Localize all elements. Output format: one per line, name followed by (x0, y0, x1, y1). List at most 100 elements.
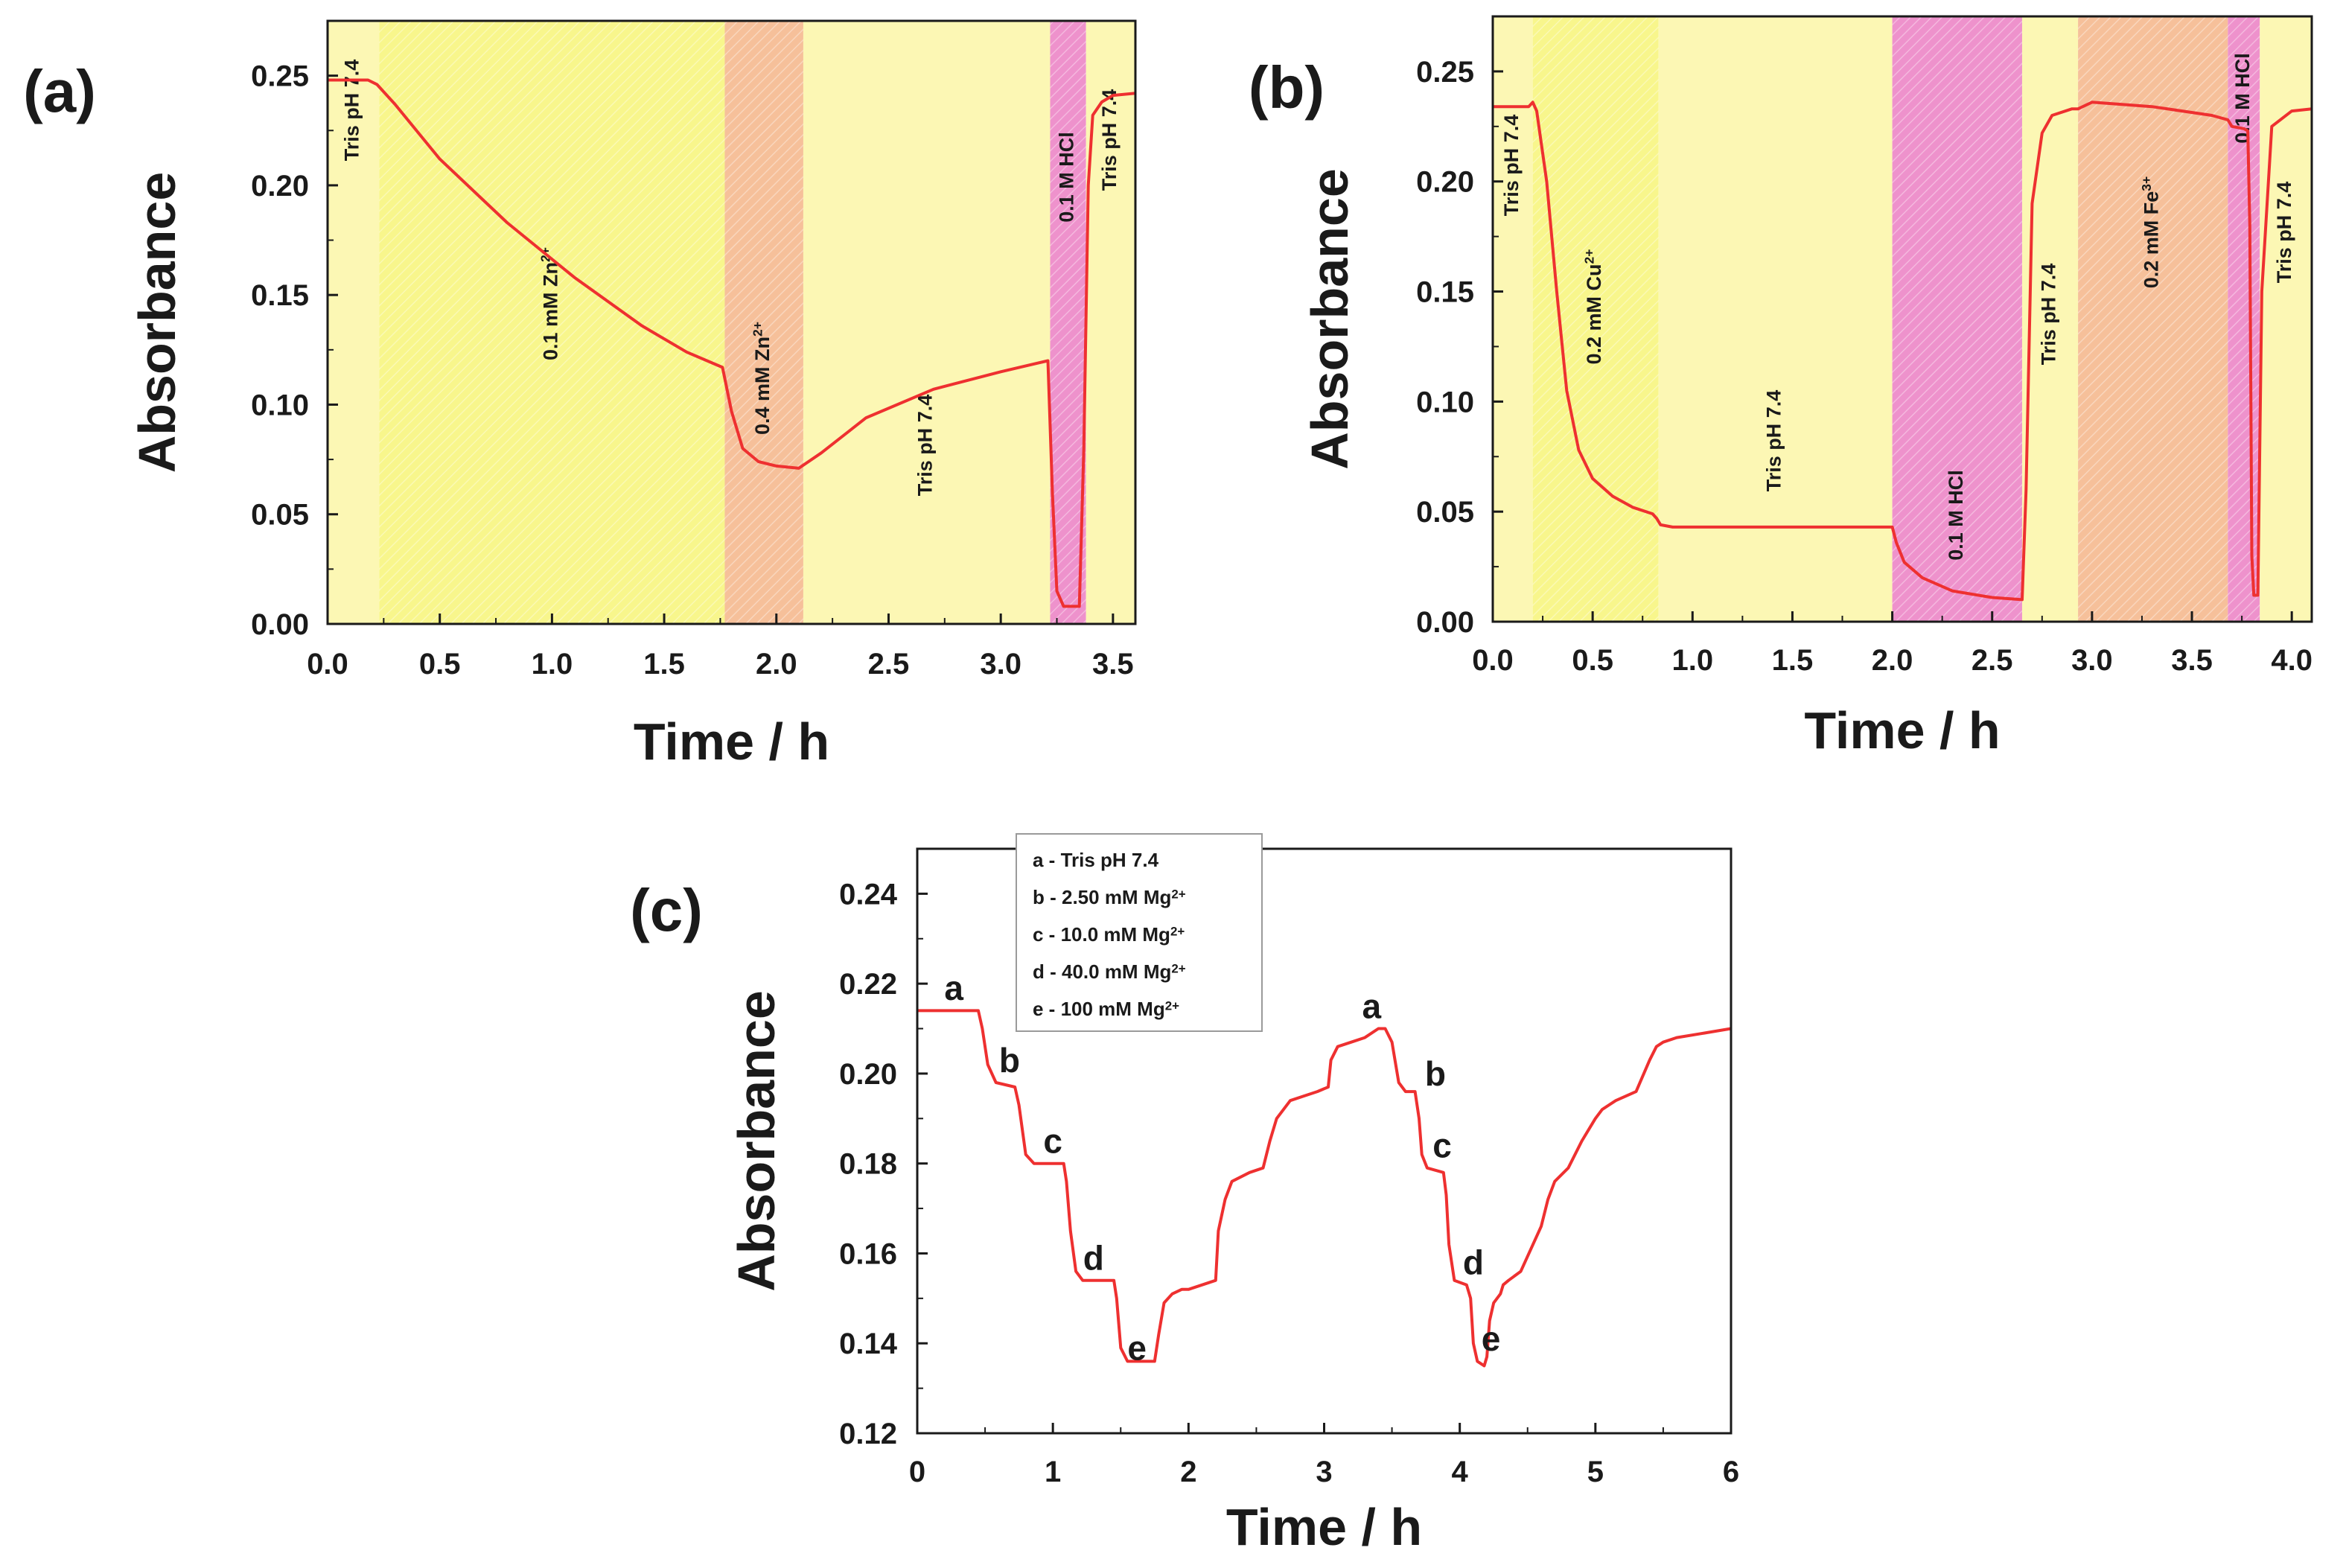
point-label-c-1: b (999, 1041, 1020, 1080)
region-hatch-b-3 (1892, 16, 2022, 622)
region-label-a-3: Tris pH 7.4 (914, 395, 937, 497)
y-axis-title-b: Absorbance (1301, 168, 1359, 470)
x-tick-label-a-0: 0.0 (307, 648, 348, 681)
y-tick-label-a-2: 0.10 (251, 389, 309, 421)
region-b-7 (2260, 16, 2312, 622)
point-label-c-3: d (1083, 1239, 1104, 1278)
y-axis-title-a: Absorbance (128, 172, 186, 474)
point-label-c-9: e (1482, 1319, 1501, 1358)
y-tick-label-c-3: 0.18 (839, 1148, 897, 1181)
region-a-3 (803, 21, 1051, 624)
y-tick-label-c-1: 0.14 (839, 1328, 898, 1360)
legend-entry-e: e - 100 mM Mg2+ (1033, 998, 1179, 1020)
region-label-b-7: Tris pH 7.4 (2273, 182, 2295, 284)
x-tick-label-a-3: 1.5 (643, 648, 685, 681)
x-tick-label-c-3: 3 (1316, 1456, 1332, 1488)
region-hatch-a-2 (724, 21, 803, 624)
region-a-0 (328, 21, 380, 624)
region-hatch-b-5 (2078, 16, 2228, 622)
y-tick-label-c-4: 0.20 (839, 1058, 897, 1091)
panel-letter-a: (a) (23, 58, 96, 124)
region-label-b-3: 0.1 M HCl (1945, 470, 1967, 561)
x-tick-label-a-6: 3.0 (980, 648, 1021, 681)
region-b-0 (1493, 16, 1533, 622)
point-label-c-7: c (1432, 1126, 1452, 1165)
x-tick-label-c-0: 0 (909, 1456, 925, 1488)
x-tick-label-b-2: 1.0 (1671, 644, 1713, 677)
point-label-c-6: b (1425, 1054, 1446, 1093)
region-label-a-5: Tris pH 7.4 (1098, 89, 1121, 191)
x-tick-label-a-4: 2.0 (756, 648, 797, 681)
region-hatch-b-1 (1532, 16, 1659, 622)
panel-letter-b: (b) (1249, 54, 1325, 121)
x-axis-title-b: Time / h (1804, 701, 2000, 759)
legend-entry-b: b - 2.50 mM Mg2+ (1033, 886, 1186, 908)
y-tick-label-a-3: 0.15 (251, 279, 309, 312)
region-label-b-5: 0.2 mM Fe3+ (2138, 176, 2162, 289)
region-hatch-a-4 (1050, 21, 1086, 624)
point-label-c-0: a (944, 969, 963, 1007)
x-tick-label-b-5: 2.5 (1972, 644, 2013, 677)
y-tick-label-c-5: 0.22 (839, 968, 897, 1001)
y-tick-label-c-2: 0.16 (839, 1237, 897, 1270)
x-tick-label-b-8: 4.0 (2271, 644, 2312, 677)
x-tick-label-b-6: 3.0 (2071, 644, 2113, 677)
x-tick-label-c-5: 5 (1587, 1456, 1604, 1488)
region-label-b-4: Tris pH 7.4 (2038, 264, 2060, 366)
y-tick-label-b-5: 0.25 (1416, 56, 1474, 89)
region-label-a-2: 0.4 mM Zn2+ (750, 322, 774, 435)
chart-panel-a: Tris pH 7.40.1 mM Zn2+0.4 mM Zn2+Tris pH… (23, 19, 1137, 771)
x-tick-label-b-7: 3.5 (2171, 644, 2213, 677)
y-tick-label-b-2: 0.10 (1416, 386, 1474, 418)
y-tick-label-a-5: 0.25 (251, 60, 309, 93)
point-label-c-5: a (1362, 987, 1381, 1025)
plot-frame (1491, 15, 2313, 623)
region-label-b-2: Tris pH 7.4 (1763, 390, 1785, 492)
region-b-2 (1658, 16, 1893, 622)
region-hatch-b-6 (2228, 16, 2260, 622)
point-label-c-4: e (1127, 1328, 1147, 1367)
legend-entry-c: c - 10.0 mM Mg2+ (1033, 923, 1185, 946)
y-tick-label-a-1: 0.05 (251, 499, 309, 532)
plot-frame (326, 19, 1137, 625)
legend-entry-d: d - 40.0 mM Mg2+ (1033, 960, 1186, 983)
x-tick-label-a-1: 0.5 (419, 648, 461, 681)
region-label-b-1: 0.2 mM Cu2+ (1581, 249, 1605, 364)
chart-panel-b: Tris pH 7.4 0.2 mM Cu2+ Tris pH 7.4 0.1 M H… (1249, 15, 2313, 759)
x-tick-label-b-0: 0.0 (1472, 644, 1514, 677)
series-line-c-0 (917, 1009, 1732, 1368)
region-label-b-0: Tris pH 7.4 (1500, 115, 1523, 217)
series-line-b-0 (1493, 101, 2312, 602)
point-label-c-8: d (1463, 1243, 1484, 1282)
x-tick-label-c-2: 2 (1180, 1456, 1196, 1488)
region-label-b-6: 0.1 M HCl (2231, 53, 2254, 144)
x-tick-label-c-4: 4 (1452, 1456, 1469, 1488)
series-line-a-0 (328, 78, 1136, 608)
legend-entry-a: a - Tris pH 7.4 (1033, 849, 1159, 871)
y-tick-label-b-3: 0.15 (1416, 276, 1474, 309)
y-tick-label-b-4: 0.20 (1416, 166, 1474, 199)
x-axis-title-c: Time / h (1226, 1498, 1422, 1556)
region-a-5 (1086, 21, 1135, 624)
y-tick-label-a-4: 0.20 (251, 170, 309, 203)
chart-panel-c: 0 1 2 3 4 5 6 0.12 0.14 0.16 0.18 0.20 0.22 0.24 Time … (630, 833, 1739, 1556)
panel-letter-c: (c) (630, 877, 703, 943)
y-tick-label-c-6: 0.24 (839, 878, 898, 911)
x-tick-label-a-2: 1.0 (532, 648, 573, 681)
x-tick-label-c-6: 6 (1723, 1456, 1739, 1488)
legend-box (1016, 833, 1263, 1032)
x-tick-label-b-3: 1.5 (1772, 644, 1814, 677)
x-tick-label-c-1: 1 (1045, 1456, 1061, 1488)
x-tick-label-b-1: 0.5 (1572, 644, 1613, 677)
region-label-a-0: Tris pH 7.4 (341, 60, 363, 162)
x-tick-label-b-4: 2.0 (1872, 644, 1913, 677)
x-axis-title-a: Time / h (634, 713, 829, 771)
x-tick-label-a-7: 3.5 (1092, 648, 1134, 681)
region-hatch-a-1 (379, 21, 725, 624)
y-tick-label-b-0: 0.00 (1416, 606, 1474, 639)
y-tick-label-a-0: 0.00 (251, 608, 309, 641)
point-label-c-2: c (1043, 1122, 1062, 1161)
x-tick-label-a-5: 2.5 (868, 648, 910, 681)
y-axis-title-c: Absorbance (727, 990, 785, 1292)
